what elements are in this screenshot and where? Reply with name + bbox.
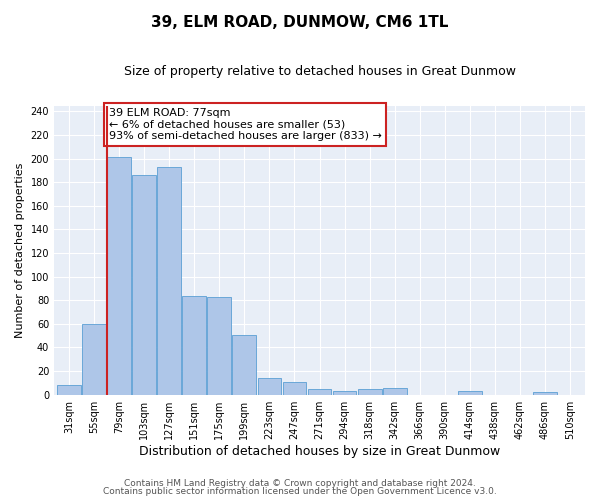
Bar xyxy=(383,388,407,394)
Text: Contains HM Land Registry data © Crown copyright and database right 2024.: Contains HM Land Registry data © Crown c… xyxy=(124,478,476,488)
Bar xyxy=(257,378,281,394)
X-axis label: Distribution of detached houses by size in Great Dunmow: Distribution of detached houses by size … xyxy=(139,444,500,458)
Bar xyxy=(157,167,181,394)
Bar xyxy=(458,391,482,394)
Bar xyxy=(133,175,156,394)
Title: Size of property relative to detached houses in Great Dunmow: Size of property relative to detached ho… xyxy=(124,65,515,78)
Text: Contains public sector information licensed under the Open Government Licence v3: Contains public sector information licen… xyxy=(103,487,497,496)
Bar xyxy=(308,389,331,394)
Text: 39, ELM ROAD, DUNMOW, CM6 1TL: 39, ELM ROAD, DUNMOW, CM6 1TL xyxy=(151,15,449,30)
Bar xyxy=(332,391,356,394)
Bar xyxy=(57,386,81,394)
Y-axis label: Number of detached properties: Number of detached properties xyxy=(15,162,25,338)
Bar xyxy=(182,296,206,394)
Bar xyxy=(533,392,557,394)
Text: 39 ELM ROAD: 77sqm
← 6% of detached houses are smaller (53)
93% of semi-detached: 39 ELM ROAD: 77sqm ← 6% of detached hous… xyxy=(109,108,382,141)
Bar xyxy=(208,297,231,394)
Bar xyxy=(107,158,131,394)
Bar xyxy=(82,324,106,394)
Bar xyxy=(358,389,382,394)
Bar xyxy=(283,382,307,394)
Bar xyxy=(232,334,256,394)
